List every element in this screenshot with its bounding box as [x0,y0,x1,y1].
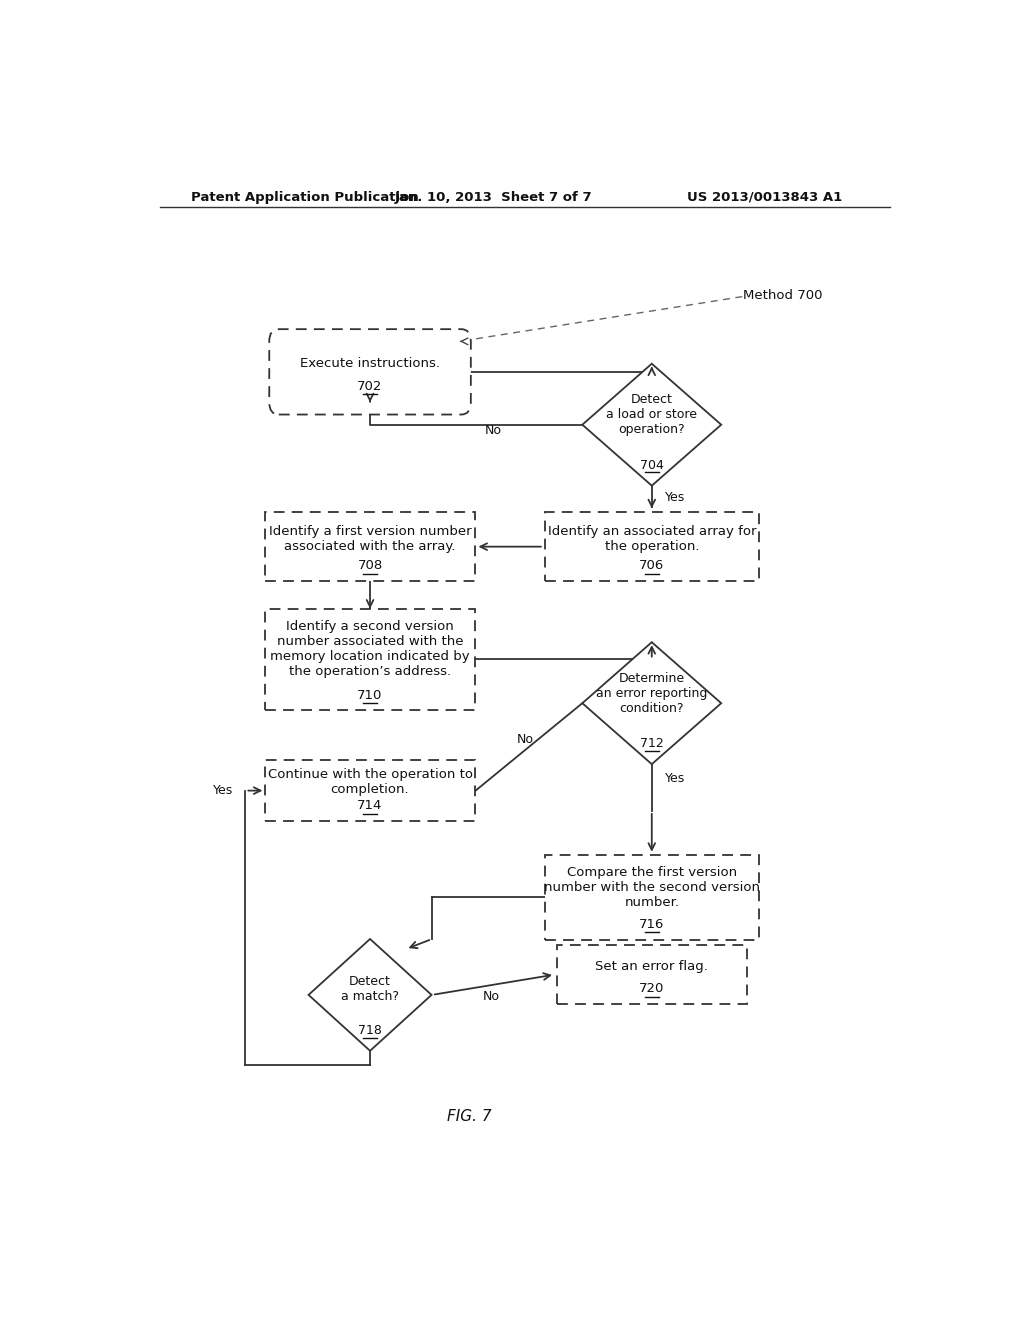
Text: 708: 708 [357,560,383,573]
Bar [265,760,475,821]
Text: US 2013/0013843 A1: US 2013/0013843 A1 [687,190,842,203]
Text: Identify a second version
number associated with the
memory location indicated b: Identify a second version number associa… [270,620,470,678]
Text: 702: 702 [357,380,383,392]
Text: Identify an associated array for
the operation.: Identify an associated array for the ope… [548,524,756,553]
Text: Jan. 10, 2013  Sheet 7 of 7: Jan. 10, 2013 Sheet 7 of 7 [394,190,592,203]
Text: 710: 710 [357,689,383,701]
Bar [545,512,759,581]
Bar [265,609,475,710]
Polygon shape [308,939,431,1051]
Text: 720: 720 [639,982,665,995]
Polygon shape [583,364,721,486]
Text: No: No [483,990,500,1003]
Text: No: No [484,424,502,437]
Polygon shape [583,643,721,764]
Bar [265,512,475,581]
Bar [557,945,748,1005]
FancyBboxPatch shape [269,329,471,414]
Bar [545,855,759,940]
Text: 704: 704 [640,459,664,471]
Text: 714: 714 [357,800,383,812]
Text: Yes: Yes [665,491,685,504]
Text: Compare the first version
number with the second version
number.: Compare the first version number with th… [544,866,760,908]
Text: Patent Application Publication: Patent Application Publication [191,190,419,203]
Text: Yes: Yes [665,772,685,785]
Text: Detect
a load or store
operation?: Detect a load or store operation? [606,393,697,436]
Text: No: No [516,734,534,746]
Text: Method 700: Method 700 [743,289,822,302]
Text: 718: 718 [358,1024,382,1038]
Text: 706: 706 [639,560,665,573]
Text: Yes: Yes [213,784,232,797]
Text: FIG. 7: FIG. 7 [446,1109,492,1125]
Text: Identify a first version number
associated with the array.: Identify a first version number associat… [268,524,471,553]
Text: 716: 716 [639,917,665,931]
Text: Set an error flag.: Set an error flag. [595,960,709,973]
Text: Continue with the operation to
completion.: Continue with the operation to completio… [267,768,472,796]
Text: Determine
an error reporting
condition?: Determine an error reporting condition? [596,672,708,714]
Text: 712: 712 [640,738,664,750]
Text: Execute instructions.: Execute instructions. [300,358,440,370]
Text: Detect
a match?: Detect a match? [341,974,399,1003]
